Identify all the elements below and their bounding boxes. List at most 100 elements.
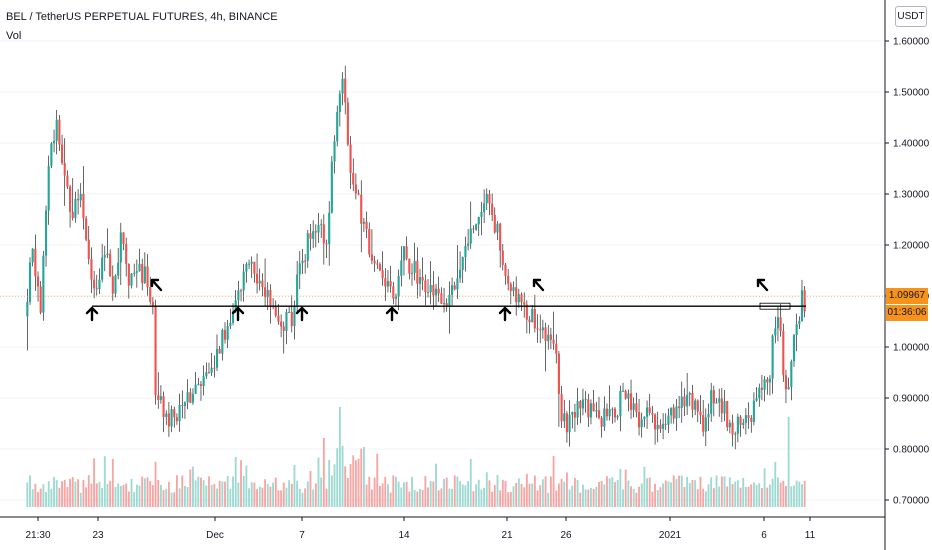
volume-bar: [237, 482, 240, 507]
candle-body: [760, 387, 763, 390]
candle-body: [50, 143, 53, 166]
candle-body: [726, 401, 729, 428]
volume-bar: [312, 489, 315, 507]
volume-bar: [467, 481, 470, 507]
candlesticks: [26, 65, 806, 450]
volume-bar: [552, 455, 555, 507]
candle-body: [592, 403, 595, 412]
candle-body: [101, 257, 104, 280]
chart-title: BEL / TetherUS PERPETUAL FUTURES, 4h, BI…: [6, 11, 278, 23]
candle-body: [742, 422, 745, 425]
candle-body: [549, 334, 552, 340]
candle-body: [584, 399, 587, 401]
volume-bar: [125, 483, 128, 507]
candle-body: [114, 275, 117, 294]
volume-bar: [280, 490, 283, 507]
candle-body: [461, 257, 464, 270]
volume-bar: [541, 479, 544, 507]
candle-body: [662, 423, 665, 429]
candle-body: [157, 395, 160, 400]
candle-body: [429, 284, 432, 293]
trade-markers: [85, 278, 769, 322]
candle-body: [603, 408, 606, 427]
volume-bar: [336, 448, 339, 507]
volume-bar: [507, 492, 510, 507]
candle-body: [183, 402, 187, 406]
volume-bars: [26, 407, 806, 507]
candle-body: [699, 411, 702, 416]
candle-body: [477, 216, 480, 225]
candle-body: [87, 239, 90, 260]
candle-body: [552, 339, 555, 344]
volume-bar: [656, 490, 659, 507]
volume-bar: [389, 492, 392, 507]
volume-bar: [512, 486, 515, 507]
volume-bar: [29, 475, 31, 507]
candle-countdown-tag: 01:36:06: [886, 305, 928, 322]
candle-body: [119, 232, 122, 263]
candle-body: [803, 290, 806, 312]
price-tick-label: 1.30000: [893, 190, 930, 201]
candle-body: [264, 287, 267, 298]
volume-bar: [344, 466, 347, 507]
candle-body: [261, 280, 264, 288]
candle-body: [312, 231, 315, 239]
volume-bar: [424, 475, 427, 507]
volume-bar: [565, 472, 568, 507]
candle-body: [191, 393, 195, 403]
volume-bar: [325, 488, 328, 507]
candle-body: [143, 266, 146, 283]
candle-body: [563, 413, 566, 422]
volume-bar: [362, 447, 365, 507]
candle-body: [293, 306, 296, 327]
candle-body: [539, 329, 542, 331]
candle-body: [480, 212, 483, 217]
currency-badge[interactable]: USDT: [895, 6, 927, 27]
volume-bar: [469, 458, 472, 507]
volume-bar: [509, 491, 512, 507]
volume-bar: [736, 480, 739, 507]
candle-body: [317, 225, 320, 233]
volume-bar: [45, 491, 47, 507]
grid-lines: [0, 40, 885, 501]
volume-bar: [253, 482, 256, 507]
volume-bar: [555, 490, 558, 507]
candle-body: [405, 246, 408, 259]
volume-bar: [587, 489, 590, 507]
candle-body: [106, 253, 109, 256]
candle-body: [242, 271, 245, 291]
volume-bar: [523, 487, 526, 507]
candle-body: [418, 277, 422, 284]
candle-body: [376, 263, 379, 265]
volume-bar: [710, 477, 713, 507]
volume-bar: [58, 487, 61, 507]
candle-body: [600, 417, 603, 427]
volume-bar: [696, 489, 699, 507]
volume-indicator-label[interactable]: Vol: [6, 30, 22, 42]
volume-bar: [79, 492, 82, 507]
candle-body: [170, 409, 173, 427]
volume-bar: [143, 478, 146, 507]
volume-bar: [258, 486, 261, 507]
volume-bar: [261, 487, 264, 507]
candle-body: [702, 415, 705, 432]
volume-bar: [755, 484, 758, 507]
volume-bar: [317, 457, 320, 507]
candle-body: [605, 408, 609, 417]
volume-bar: [175, 475, 178, 507]
volume-bar: [208, 476, 210, 507]
candle-body: [74, 198, 77, 219]
volume-bar: [314, 483, 317, 507]
volume-bar: [240, 460, 242, 507]
volume-bar: [488, 480, 491, 507]
candle-body: [416, 260, 419, 284]
volume-bar: [360, 448, 363, 507]
price-tick-label: 1.00000: [893, 343, 930, 354]
volume-bar: [218, 480, 221, 507]
volume-bar: [114, 486, 117, 507]
volume-bar: [149, 480, 152, 507]
volume-bar: [582, 484, 584, 507]
volume-bar: [440, 488, 443, 507]
